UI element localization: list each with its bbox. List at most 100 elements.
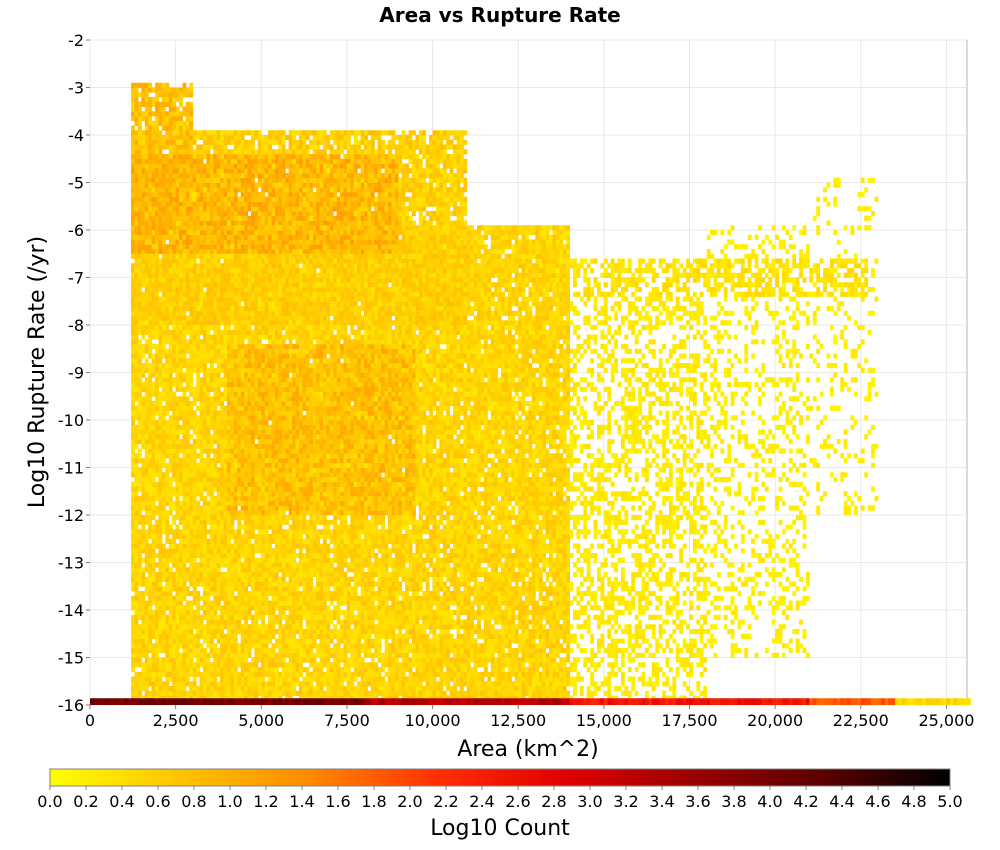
heatmap-cell [398, 320, 403, 326]
heatmap-cell [131, 448, 135, 454]
heatmap-cell [298, 239, 303, 245]
heatmap-cell [134, 576, 139, 582]
heatmap-cell [230, 158, 235, 164]
heatmap-cell [175, 671, 180, 677]
heatmap-cell [398, 239, 403, 245]
heatmap-cell [165, 396, 170, 402]
heatmap-cell [155, 657, 159, 663]
heatmap-cell [384, 215, 389, 221]
heatmap-cell [179, 543, 183, 549]
heatmap-cell [175, 230, 180, 236]
heatmap-cell [360, 196, 365, 202]
heatmap-cell [446, 215, 451, 221]
heatmap-cell [398, 220, 403, 226]
heatmap-cell [192, 168, 197, 174]
heatmap-cell [144, 196, 149, 202]
heatmap-cell [165, 101, 170, 107]
heatmap-cell [312, 192, 317, 198]
heatmap-cell [155, 244, 159, 250]
heatmap-cell [165, 287, 170, 293]
heatmap-cell [281, 225, 286, 231]
heatmap-cell [240, 144, 245, 150]
heatmap-cell [182, 586, 187, 592]
heatmap-cell [155, 377, 159, 383]
heatmap-cell [189, 282, 194, 288]
heatmap-cell [182, 310, 187, 316]
heatmap-cell [425, 192, 430, 198]
heatmap-cell [237, 177, 242, 183]
heatmap-cell [168, 329, 173, 335]
heatmap-cell [137, 253, 142, 259]
heatmap-cell [357, 263, 362, 269]
heatmap-cell [161, 206, 166, 212]
heatmap-cell [254, 230, 259, 236]
heatmap-cell [172, 263, 177, 269]
heatmap-cell [247, 201, 252, 207]
heatmap-cell [295, 139, 300, 145]
heatmap-cell [165, 386, 170, 392]
heatmap-cell [131, 462, 135, 468]
heatmap-cell [203, 135, 207, 141]
heatmap-cell [137, 306, 142, 312]
heatmap-cell [223, 173, 228, 179]
heatmap-cell [244, 263, 248, 269]
heatmap-cell [161, 291, 166, 297]
heatmap-cell [309, 258, 314, 264]
heatmap-cell [240, 177, 245, 183]
heatmap-cell [319, 268, 324, 274]
heatmap-cell [155, 553, 159, 559]
heatmap-cell [168, 154, 173, 160]
heatmap-cell [449, 192, 454, 198]
heatmap-cell [247, 168, 252, 174]
heatmap-cell [288, 154, 293, 160]
heatmap-cell [329, 234, 334, 240]
heatmap-cell [418, 149, 423, 155]
heatmap-cell [292, 277, 296, 283]
heatmap-cell [463, 130, 468, 136]
heatmap-cell [172, 320, 177, 326]
heatmap-cell [161, 177, 166, 183]
heatmap-cell [144, 301, 149, 307]
heatmap-cell [161, 230, 166, 236]
heatmap-cell [360, 215, 365, 221]
heatmap-cell [446, 230, 451, 236]
heatmap-cell [264, 263, 269, 269]
heatmap-cell [432, 196, 437, 202]
heatmap-cell [336, 158, 341, 164]
heatmap-cell [309, 239, 314, 245]
heatmap-cell [398, 211, 403, 217]
heatmap-cell [168, 434, 173, 440]
heatmap-cell [268, 154, 272, 160]
heatmap-cell [285, 158, 290, 164]
heatmap-cell [353, 192, 358, 198]
heatmap-cell [199, 177, 204, 183]
heatmap-cell [168, 296, 173, 302]
heatmap-cell [144, 415, 149, 421]
heatmap-cell [172, 534, 177, 540]
heatmap-cell [244, 149, 248, 155]
heatmap-cell [158, 510, 163, 516]
heatmap-cell [141, 681, 146, 687]
heatmap-cell [131, 515, 135, 521]
heatmap-cell [134, 515, 139, 521]
heatmap-cell [257, 177, 262, 183]
heatmap-cell [374, 154, 379, 160]
heatmap-cell [292, 211, 296, 217]
heatmap-cell [137, 158, 142, 164]
heatmap-cell [388, 206, 392, 212]
heatmap-cell [230, 315, 235, 321]
heatmap-cell [388, 234, 392, 240]
heatmap-cell [298, 196, 303, 202]
heatmap-cell [374, 272, 379, 278]
heatmap-cell [141, 329, 146, 335]
heatmap-cell [175, 543, 180, 549]
heatmap-cell [340, 149, 344, 155]
heatmap-cell [175, 154, 180, 160]
heatmap-cell [292, 310, 296, 316]
heatmap-cell [316, 277, 320, 283]
heatmap-cell [278, 320, 283, 326]
heatmap-cell [155, 652, 159, 658]
heatmap-cell [340, 315, 344, 321]
heatmap-cell [340, 177, 344, 183]
heatmap-cell [175, 282, 180, 288]
